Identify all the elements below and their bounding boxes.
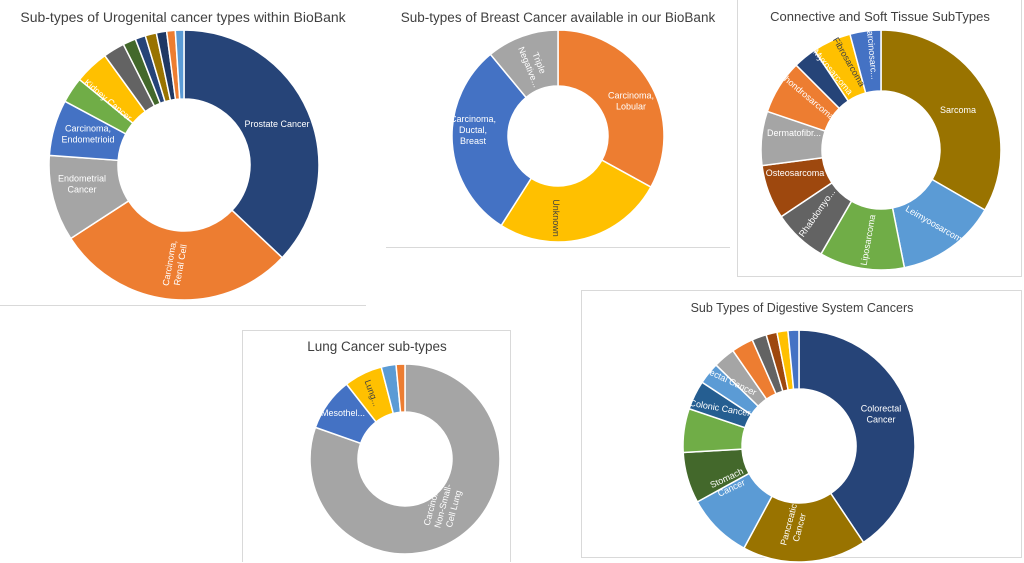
pie-slice-carcinosarc [849,29,882,94]
donut-chart-svg: Sub-types of Urogenital cancer types wit… [20,9,347,301]
slice-label-carcinoma-endometrioid: Carcinoma, Endometrioid [61,124,114,145]
pie-slice-carcinoma-lobular [557,29,665,189]
pie-slice-prostate-cancer [183,29,320,259]
donut-chart-svg: Sub Types of Digestive System Cancers Col… [682,301,916,563]
slice-label-carcinoma-ductal-breast: Carcinoma, Ductal, Breast [450,114,496,146]
pie-slice-triple-negative [489,29,559,99]
donut-chart-svg: Connective and Soft Tissue SubTypes Sarco… [760,9,1002,271]
slice-label-osteosarcoma: Osteosarcoma [766,168,825,178]
pie-slice-12 [787,329,800,391]
pie-slice-pancreatic-cancer [742,492,865,563]
slice-label-colorectal-cancer: Colorectal Cancer [861,404,902,425]
slice-label-sarcoma: Sarcoma [940,105,976,115]
slice-label-carcinosarc: Carcinosarc... [865,24,880,80]
breast-chart-panel: Sub-types of Breast Cancer available in … [386,0,730,248]
chart-title: Sub-types of Breast Cancer available in … [401,10,716,25]
slice-label-dermatofibr: Dermatofibr... [767,128,821,138]
donut-chart-svg: Sub-types of Breast Cancer available in … [401,10,716,243]
lung-chart-panel: Lung Cancer sub-types Carcinoma,Non-Small… [242,330,511,562]
pie-slice-colorectal-cancer [798,329,916,544]
pie-slice-unknown [500,159,652,243]
slice-label-mesothel: Mesothel... [321,408,365,418]
chart-title: Sub-types of Urogenital cancer types wit… [20,9,346,25]
urogenital-chart-panel: Sub-types of Urogenital cancer types wit… [0,0,366,306]
donut-chart-svg: Lung Cancer sub-typesCarcinoma,Non-Small… [307,339,501,555]
pie-slice-sarcoma [880,29,1002,212]
pie-slice-carcinoma-ductal-breast [451,53,533,227]
pie-slice-12 [174,29,185,100]
pie-slice-4 [395,363,406,414]
chart-title: Sub Types of Digestive System Cancers [691,301,914,315]
slice-label-unknown: Unknown [551,199,561,237]
slice-label-endometrial-cancer: Endometrial Cancer [58,174,106,195]
pie-slice-carcinoma-non-small-cell-lung [309,363,501,555]
chart-title: Connective and Soft Tissue SubTypes [770,9,990,24]
slice-label-carcinoma-lobular: Carcinoma, Lobular [608,91,654,112]
connective-tissue-chart-panel: Connective and Soft Tissue SubTypes Sarco… [737,0,1022,277]
slice-label-prostate-cancer: Prostate Cancer [244,119,309,129]
digestive-chart-panel: Sub Types of Digestive System Cancers Col… [581,290,1022,563]
chart-title: Lung Cancer sub-types [307,339,447,354]
pie-slice-carcinoma-renal-cell [69,199,284,301]
